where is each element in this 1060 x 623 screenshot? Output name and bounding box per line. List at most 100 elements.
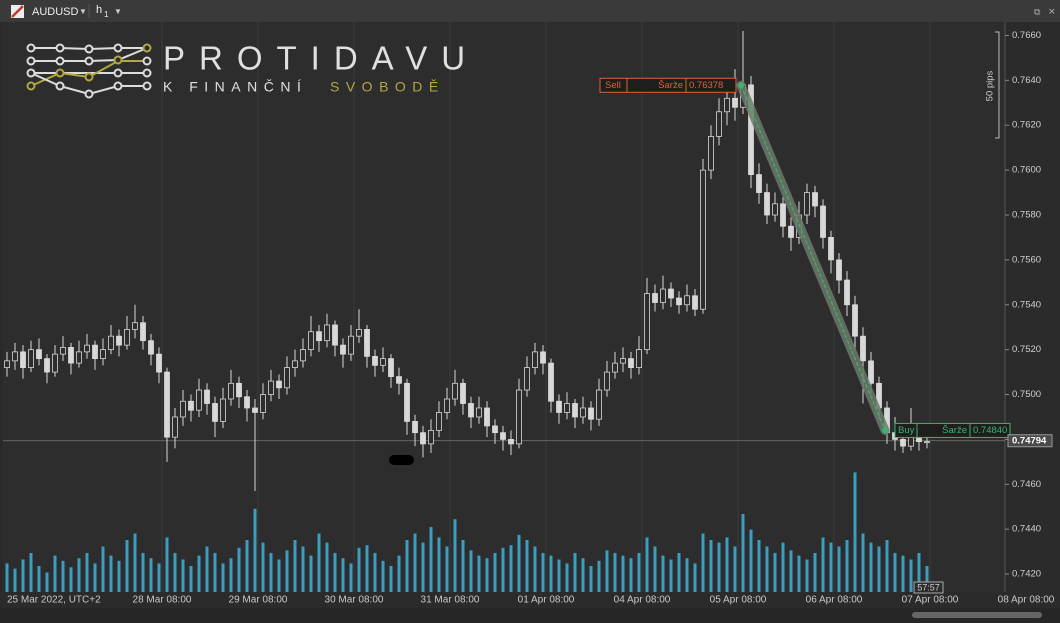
candle-body xyxy=(228,382,234,400)
volume-bar xyxy=(325,542,329,592)
volume-bar xyxy=(373,553,377,592)
candle-body xyxy=(236,382,242,398)
candle-body xyxy=(820,205,826,238)
candle-body xyxy=(212,403,218,422)
volume-bar xyxy=(877,546,881,592)
x-tick-label: 30 Mar 08:00 xyxy=(325,595,384,606)
detach-button[interactable]: ⧉ xyxy=(1034,6,1041,16)
close-button[interactable]: ✕ xyxy=(1048,6,1056,16)
volume-bar xyxy=(901,555,905,592)
volume-bar xyxy=(685,558,689,592)
candle-body xyxy=(156,353,162,373)
volume-bar xyxy=(461,540,465,592)
volume-bar xyxy=(557,559,561,592)
candle-body xyxy=(572,403,578,418)
candle-body xyxy=(20,351,26,368)
volume-bar xyxy=(917,553,921,592)
y-tick-label: 0.7580 xyxy=(1012,210,1041,221)
sell-price: 0.76378 xyxy=(689,80,723,91)
candle-body xyxy=(68,346,74,364)
volume-bar xyxy=(477,555,481,592)
last-price-tag xyxy=(1007,434,1053,448)
scrollbar[interactable] xyxy=(0,608,1060,623)
volume-bar xyxy=(381,560,385,592)
candle-body xyxy=(244,396,250,409)
scrollbar-thumb[interactable] xyxy=(912,612,1042,618)
candle-body xyxy=(108,335,114,351)
candle-body xyxy=(428,430,434,445)
volume-bar xyxy=(517,534,521,592)
candle-body xyxy=(564,403,570,413)
volume-bar xyxy=(61,560,65,592)
candle-body xyxy=(828,237,834,261)
volume-bar xyxy=(165,537,169,592)
volume-bar xyxy=(5,563,9,592)
volume-bar xyxy=(701,533,705,592)
x-tick-label: 01 Apr 08:00 xyxy=(518,595,575,606)
candle-body xyxy=(868,360,874,384)
candle-body xyxy=(804,192,810,216)
dropdown-arrow[interactable]: ▼ xyxy=(79,7,87,16)
trade-line xyxy=(740,85,886,431)
candle-body xyxy=(540,351,546,364)
candle-body xyxy=(300,349,306,362)
volume-bar xyxy=(341,558,345,592)
candle-body xyxy=(36,349,42,360)
volume-bar xyxy=(181,559,185,592)
candle-body xyxy=(580,407,586,418)
y-tick-label: 0.7460 xyxy=(1012,479,1041,490)
candle-body xyxy=(388,358,394,377)
candle-body xyxy=(140,322,146,342)
dropdown-arrow[interactable]: ▼ xyxy=(114,7,122,16)
y-tick-label: 0.7660 xyxy=(1012,30,1041,41)
volume-bar xyxy=(485,558,489,592)
volume-bar xyxy=(405,540,409,592)
volume-bar xyxy=(757,540,761,592)
cursor-blob xyxy=(389,455,414,465)
sell-label xyxy=(599,77,737,93)
timeframe[interactable]: h xyxy=(96,4,102,16)
candle-body xyxy=(92,344,98,360)
candle-body xyxy=(380,358,386,366)
candle-body xyxy=(668,288,674,299)
candle-body xyxy=(636,349,642,368)
volume-bar xyxy=(333,553,337,592)
timeframe-sub[interactable]: 1 xyxy=(104,10,109,19)
candle-body xyxy=(28,349,34,368)
candle-body xyxy=(260,394,266,413)
candle-body xyxy=(780,203,786,227)
volume-bar xyxy=(781,542,785,592)
candle-body xyxy=(604,371,610,391)
candle-body xyxy=(4,360,10,368)
candle-body xyxy=(84,344,90,353)
volume-bar xyxy=(269,553,273,592)
x-tick-label: 31 Mar 08:00 xyxy=(421,595,480,606)
candle-body xyxy=(340,344,346,355)
candle-body xyxy=(372,355,378,366)
volume-bar xyxy=(197,555,201,592)
candle-body xyxy=(700,169,706,310)
buy-price: 0.74840 xyxy=(973,425,1007,436)
volume-bar xyxy=(413,533,417,592)
volume-bar xyxy=(493,553,497,592)
candle-body xyxy=(844,279,850,306)
x-tick-label: 05 Apr 08:00 xyxy=(710,595,767,606)
candle-body xyxy=(788,225,794,238)
symbol[interactable]: AUDUSD xyxy=(32,6,79,18)
candle-body xyxy=(404,382,410,422)
volume-bar xyxy=(389,566,393,592)
volume-bar xyxy=(549,555,553,592)
candle-body xyxy=(644,293,650,351)
candle-body xyxy=(52,353,58,373)
y-tick-label: 0.7640 xyxy=(1012,75,1041,86)
candle-body xyxy=(900,439,906,447)
volume-bar xyxy=(29,553,33,592)
candle-body xyxy=(772,203,778,216)
candle-body xyxy=(292,360,298,368)
volume-bar xyxy=(469,550,473,592)
candle-body xyxy=(324,324,330,342)
candle-body xyxy=(276,380,282,389)
volume-bar xyxy=(285,550,289,592)
volume-bar xyxy=(453,519,457,592)
